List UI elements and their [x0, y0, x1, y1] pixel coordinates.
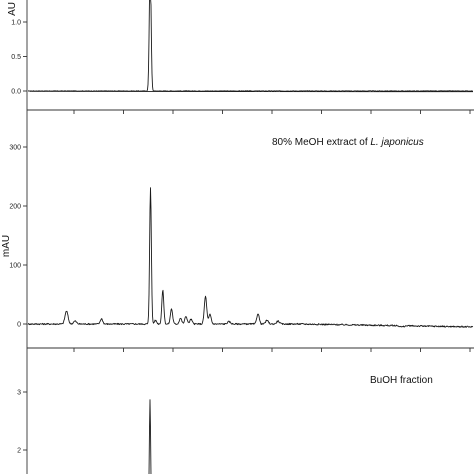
annotation-text: 80% MeOH extract of: [272, 137, 370, 148]
middle-y-tick-label: 200: [9, 204, 21, 211]
top-y-tick-label: 0.5: [11, 54, 21, 61]
middle-panel-annotation: 80% MeOH extract of L. japonicus: [272, 137, 424, 148]
top-panel-trace: [27, 0, 474, 92]
top-y-tick-label: 0.0: [11, 89, 21, 96]
middle-panel-y-axis-label: mAU: [1, 235, 12, 257]
middle-panel-trace: [27, 187, 474, 328]
bottom-panel-trace: [148, 399, 152, 474]
middle-panel-y-ticks: 0 100 200 300: [9, 145, 27, 329]
top-panel-y-axis-label: AU: [7, 2, 18, 16]
middle-y-tick-label: 100: [9, 263, 21, 270]
bottom-panel-annotation: BuOH fraction: [370, 375, 433, 386]
middle-y-tick-label: 0: [17, 322, 21, 329]
annotation-species: L. japonicus: [370, 137, 423, 148]
bottom-panel: BuOH fraction 23: [17, 348, 433, 474]
top-y-tick-label: 1.0: [11, 20, 21, 27]
bottom-y-tick-label: 2: [17, 448, 21, 455]
bottom-y-tick-label: 3: [17, 390, 21, 397]
x-axis-ticks: [73, 110, 471, 352]
top-panel: AU 0.0 0.5 1.0: [7, 0, 474, 110]
middle-panel: 80% MeOH extract of L. japonicus mAU 0 10…: [1, 110, 474, 348]
top-panel-y-ticks: 0.0 0.5 1.0: [11, 20, 27, 96]
middle-y-tick-label: 300: [9, 145, 21, 152]
bottom-panel-y-ticks: 23: [17, 390, 27, 455]
